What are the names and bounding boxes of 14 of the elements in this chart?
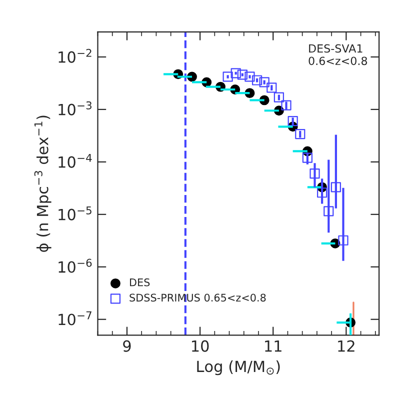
x-tick-label: 12	[338, 340, 354, 352]
y-tick-label: 10$^{−2}$	[58, 48, 92, 63]
y-tick-label: 10$^{−4}$	[58, 154, 92, 168]
x-tick-label: 10	[192, 340, 209, 352]
legend-label: DES	[130, 278, 150, 286]
x-axis-title: Log (M/M$_{⊙}$)	[197, 360, 280, 376]
x-tick-label: 9	[123, 340, 131, 352]
x-tick-label: 11	[265, 340, 282, 352]
annotation: DES-SVA1 0.6<z<0.8	[308, 44, 368, 66]
y-tick-label: 10$^{−5}$	[58, 206, 92, 220]
y-tick-label: 10$^{−3}$	[58, 101, 92, 116]
y-tick-label: 10$^{−6}$	[58, 258, 92, 273]
y-tick-label: 10$^{−7}$	[58, 311, 92, 326]
y-axis-title: ϕ (n Mpc$^{−3}$ dex$^{−1}$)	[34, 116, 52, 252]
